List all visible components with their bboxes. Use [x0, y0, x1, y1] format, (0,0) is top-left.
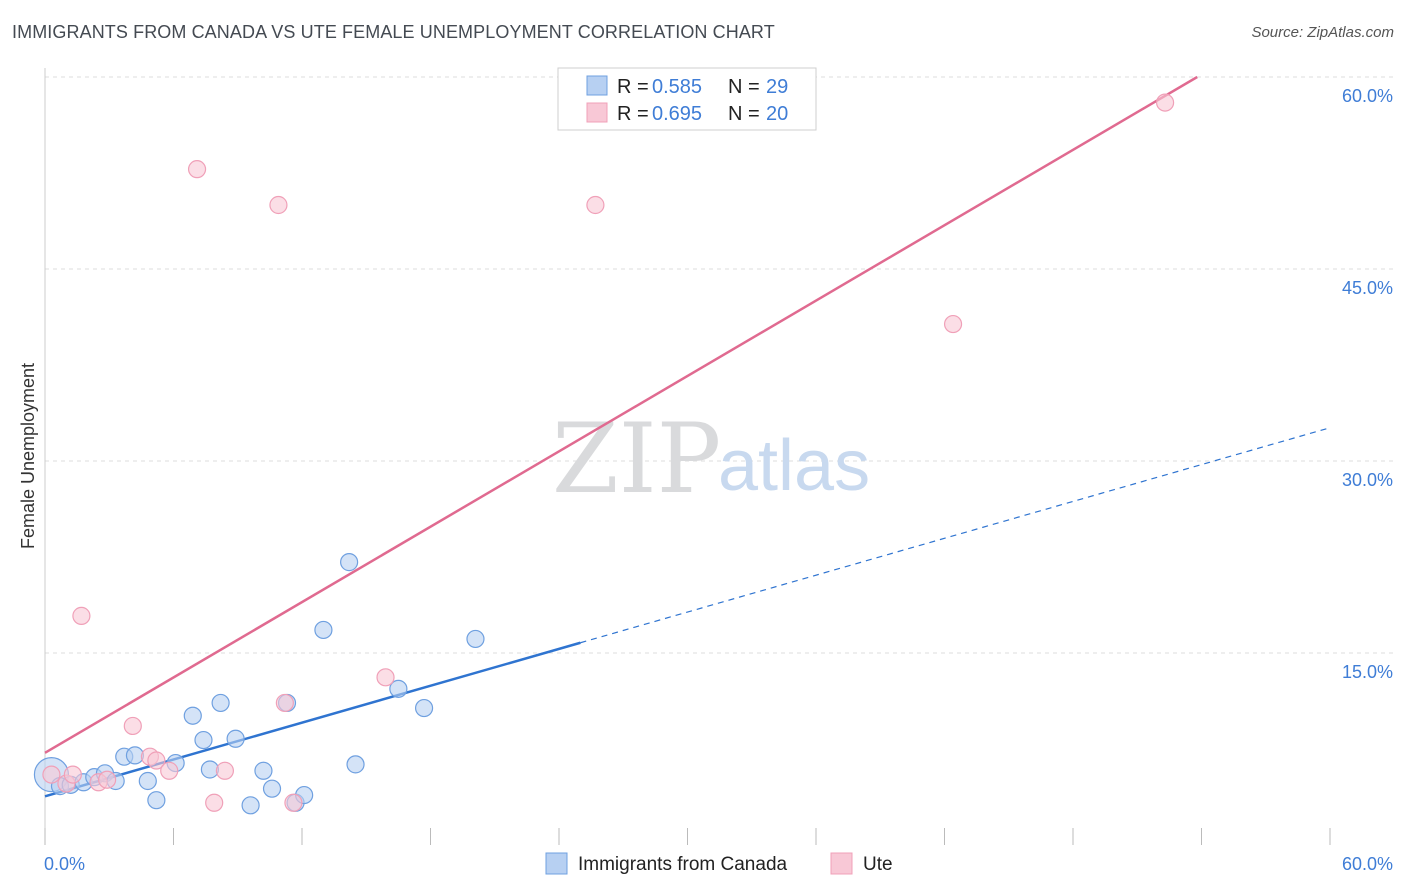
y-tick-label: 60.0% — [1342, 86, 1393, 106]
legend-r-value-ute: 0.695 — [652, 103, 702, 125]
series-legend-label-canada: Immigrants from Canada — [578, 854, 788, 875]
grid-lines — [45, 76, 1395, 654]
point-canada — [194, 730, 213, 750]
point-canada — [340, 553, 359, 572]
legend-n-label-ute: N = — [728, 103, 760, 125]
data-points — [33, 93, 1175, 815]
point-ute — [205, 793, 224, 812]
chart-title: IMMIGRANTS FROM CANADA VS UTE FEMALE UNE… — [12, 22, 775, 42]
trend-line-extension-canada — [580, 427, 1331, 644]
legend-swatch-canada — [586, 75, 608, 96]
series-legend: Immigrants from Canada Ute — [545, 852, 893, 875]
watermark-atlas: atlas — [718, 426, 870, 506]
point-ute — [147, 751, 166, 770]
y-axis-title: Female Unemployment — [18, 363, 38, 549]
legend-n-label-canada: N = — [728, 76, 760, 98]
point-ute — [269, 195, 288, 215]
x-tick-label-max: 60.0% — [1342, 854, 1393, 874]
trend-line-canada — [44, 641, 581, 798]
point-canada — [466, 629, 485, 649]
series-legend-swatch-ute — [830, 852, 853, 875]
point-canada — [241, 796, 260, 815]
legend-n-value-canada: 29 — [766, 76, 788, 98]
point-canada — [314, 620, 333, 640]
point-ute — [187, 160, 207, 179]
point-canada — [389, 679, 408, 698]
legend-r-label-ute: R = — [617, 103, 649, 125]
correlation-legend: R = 0.585 N = 29 R = 0.695 N = 20 — [557, 67, 817, 131]
point-ute — [275, 693, 294, 713]
watermark: ZIP atlas — [552, 403, 870, 515]
y-tick-label: 15.0% — [1342, 662, 1393, 682]
point-canada — [211, 693, 230, 713]
point-canada — [262, 779, 282, 798]
point-ute — [1155, 93, 1175, 112]
point-canada — [183, 706, 202, 725]
point-canada — [125, 746, 145, 765]
point-canada — [414, 698, 434, 718]
point-canada — [200, 760, 220, 779]
legend-n-value-ute: 20 — [766, 103, 788, 125]
watermark-zip: ZIP — [552, 403, 721, 515]
axes — [44, 68, 1331, 845]
point-ute — [160, 761, 179, 780]
point-canada — [138, 771, 157, 791]
point-ute — [63, 765, 82, 784]
point-ute — [98, 770, 117, 789]
y-tick-label: 45.0% — [1342, 278, 1393, 298]
point-canada — [226, 729, 245, 748]
point-ute — [123, 716, 142, 736]
legend-swatch-ute — [586, 102, 608, 123]
point-ute — [215, 761, 234, 780]
point-ute — [72, 606, 91, 625]
point-ute — [284, 793, 303, 812]
point-canada — [346, 755, 365, 774]
point-canada — [254, 761, 273, 780]
series-legend-label-ute: Ute — [863, 854, 893, 875]
source-credit: Source: ZipAtlas.com — [1251, 24, 1394, 41]
x-tick-label-min: 0.0% — [44, 854, 85, 874]
tick-labels: 15.0% 30.0% 45.0% 60.0% 0.0% 60.0% — [44, 86, 1393, 874]
trend-lines — [44, 75, 1331, 798]
point-ute — [376, 668, 395, 687]
series-legend-swatch-canada — [545, 852, 568, 875]
point-ute — [42, 765, 61, 784]
point-canada — [147, 791, 166, 810]
legend-r-label-canada: R = — [617, 76, 649, 98]
point-ute — [943, 314, 963, 334]
point-ute — [586, 195, 605, 215]
trend-line-ute — [44, 75, 1198, 754]
legend-r-value-canada: 0.585 — [652, 76, 702, 98]
y-tick-label: 30.0% — [1342, 470, 1393, 490]
